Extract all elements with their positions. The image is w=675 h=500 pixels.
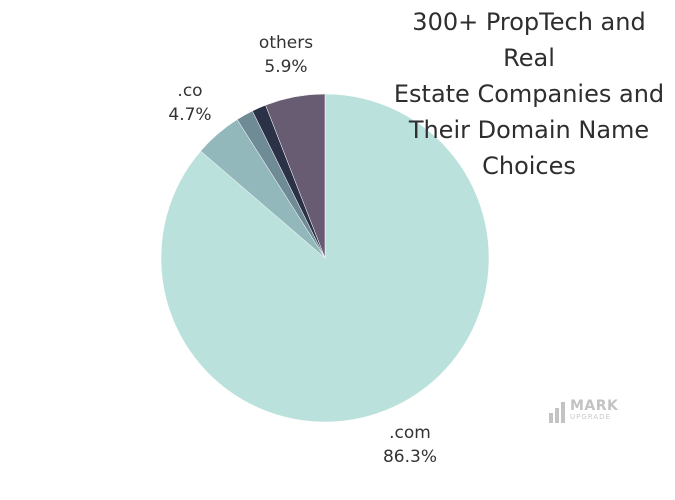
slice-label-others-name: others	[258, 33, 314, 53]
logo-name: MARK	[570, 398, 619, 414]
logo-sub: UPGRADE	[570, 413, 611, 421]
slice-label-com: .com 86.3%	[370, 421, 450, 469]
title-line-1: 300+ PropTech and Real	[412, 8, 646, 72]
slice-label-co-name: .co	[177, 81, 203, 101]
title-line-4: Choices	[482, 152, 576, 180]
slice-label-com-name: .com	[389, 423, 431, 443]
slice-label-co-value: 4.7%	[168, 105, 212, 125]
slice-label-others: others 5.9%	[246, 31, 326, 79]
mark-upgrade-logo: MARK UPGRADE	[548, 399, 628, 425]
slice-label-co: .co 4.7%	[150, 79, 230, 127]
bar-chart-icon	[549, 402, 565, 423]
chart-title: 300+ PropTech and Real Estate Companies …	[384, 4, 674, 184]
slice-label-others-value: 5.9%	[264, 57, 308, 77]
title-line-2: Estate Companies and	[393, 80, 665, 108]
slice-label-com-value: 86.3%	[382, 447, 437, 467]
pie-slice-others	[265, 93, 326, 259]
pie-slice-com	[160, 93, 490, 423]
title-line-3: Their Domain Name	[408, 116, 650, 144]
